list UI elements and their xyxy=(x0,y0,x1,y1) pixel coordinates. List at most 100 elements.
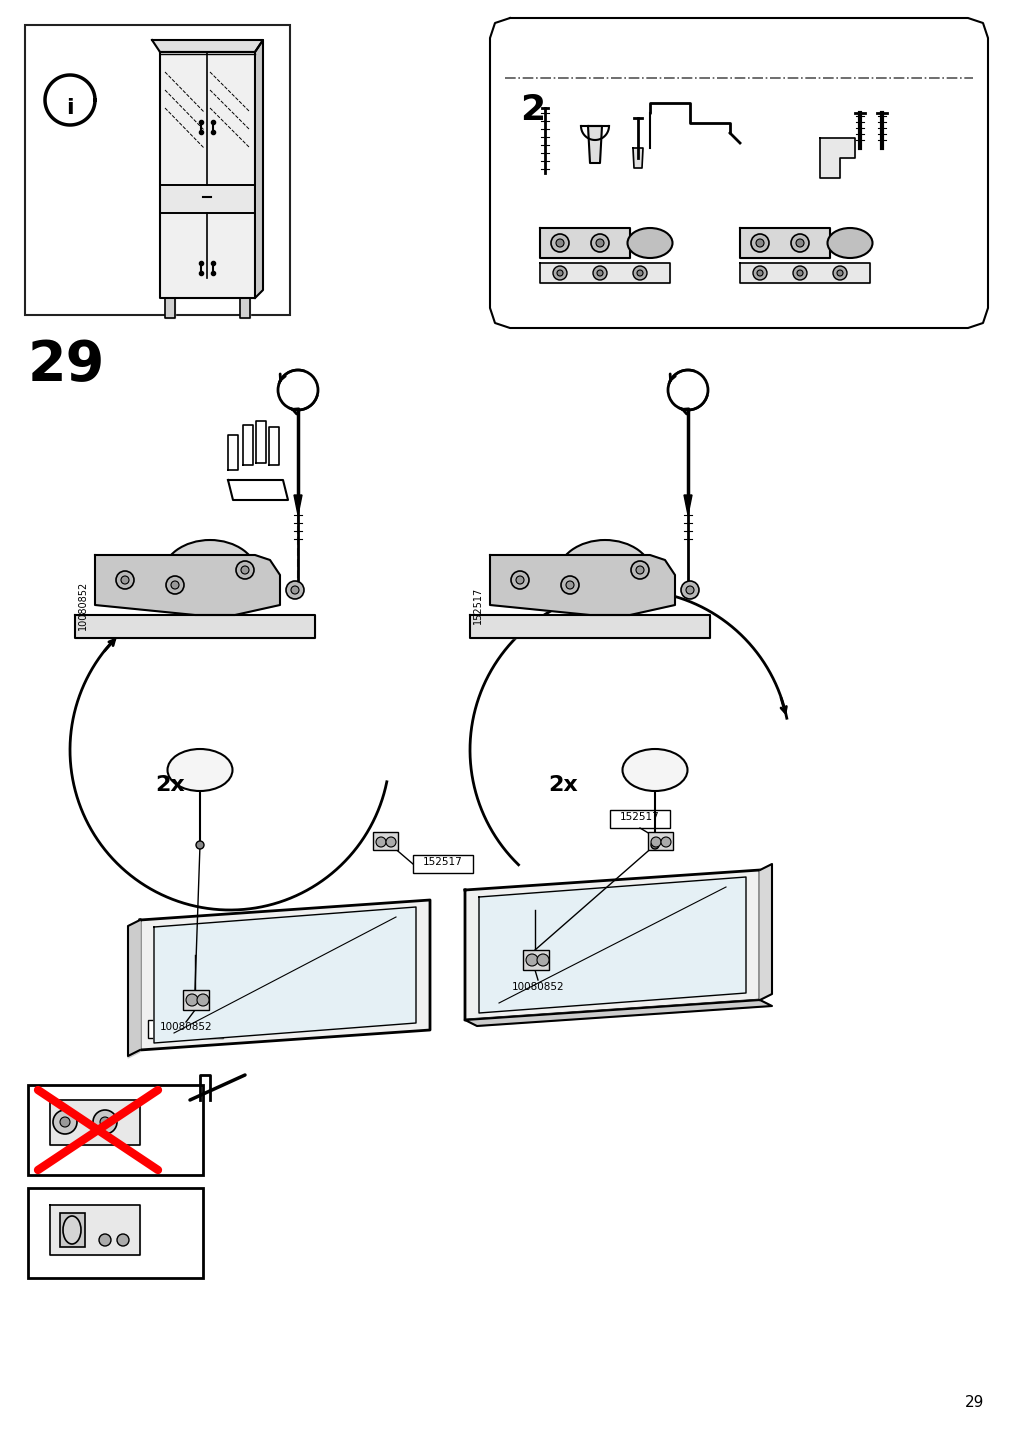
Circle shape xyxy=(197,994,209,1007)
Polygon shape xyxy=(240,298,250,318)
Polygon shape xyxy=(540,263,669,284)
Circle shape xyxy=(99,1234,111,1246)
Polygon shape xyxy=(160,52,255,298)
Polygon shape xyxy=(127,922,140,1058)
Ellipse shape xyxy=(627,228,672,258)
Circle shape xyxy=(60,1117,70,1127)
Circle shape xyxy=(196,841,204,849)
Circle shape xyxy=(836,271,842,276)
Polygon shape xyxy=(256,421,266,463)
Circle shape xyxy=(791,233,808,252)
Circle shape xyxy=(590,233,609,252)
Circle shape xyxy=(53,1110,77,1134)
Bar xyxy=(148,1020,222,1038)
Bar xyxy=(412,855,472,874)
Circle shape xyxy=(793,266,806,281)
Text: i: i xyxy=(66,97,74,117)
Ellipse shape xyxy=(168,749,233,790)
Text: 29: 29 xyxy=(963,1395,983,1411)
Polygon shape xyxy=(227,435,238,470)
Polygon shape xyxy=(75,614,314,639)
Circle shape xyxy=(635,566,643,574)
Circle shape xyxy=(236,561,254,579)
Polygon shape xyxy=(739,228,829,258)
Circle shape xyxy=(680,581,699,599)
Circle shape xyxy=(632,266,646,281)
Circle shape xyxy=(385,836,395,846)
Polygon shape xyxy=(759,863,771,1000)
Polygon shape xyxy=(580,126,609,140)
Circle shape xyxy=(650,836,660,846)
Circle shape xyxy=(667,369,708,410)
Circle shape xyxy=(550,233,568,252)
Bar xyxy=(28,1085,203,1176)
Circle shape xyxy=(511,571,529,589)
Polygon shape xyxy=(294,495,301,516)
Ellipse shape xyxy=(163,540,257,610)
Text: 29: 29 xyxy=(28,338,105,392)
Text: 2x: 2x xyxy=(155,775,185,795)
Ellipse shape xyxy=(63,1216,81,1244)
Bar xyxy=(610,811,669,828)
Circle shape xyxy=(636,271,642,276)
Polygon shape xyxy=(489,19,987,328)
Bar xyxy=(373,832,397,851)
Polygon shape xyxy=(154,906,416,1042)
Polygon shape xyxy=(632,147,642,168)
Circle shape xyxy=(796,239,803,246)
Circle shape xyxy=(93,1110,117,1134)
Circle shape xyxy=(116,571,133,589)
Bar xyxy=(523,949,548,969)
Circle shape xyxy=(171,581,179,589)
Circle shape xyxy=(186,994,198,1007)
Circle shape xyxy=(241,566,249,574)
Polygon shape xyxy=(160,185,255,213)
Text: 2x: 2x xyxy=(548,775,577,795)
Ellipse shape xyxy=(827,228,871,258)
Circle shape xyxy=(752,266,766,281)
Polygon shape xyxy=(127,919,140,1055)
Circle shape xyxy=(756,271,762,276)
Circle shape xyxy=(560,576,578,594)
Circle shape xyxy=(291,586,298,594)
Polygon shape xyxy=(587,126,602,163)
Polygon shape xyxy=(469,614,710,639)
Text: 152517: 152517 xyxy=(620,812,659,822)
Circle shape xyxy=(117,1234,128,1246)
Polygon shape xyxy=(819,137,854,178)
Bar xyxy=(647,832,672,851)
Text: 10080852: 10080852 xyxy=(160,1022,212,1032)
Bar xyxy=(25,24,290,315)
Polygon shape xyxy=(255,40,263,298)
Circle shape xyxy=(555,239,563,246)
Polygon shape xyxy=(227,480,288,500)
Circle shape xyxy=(596,271,603,276)
Circle shape xyxy=(650,841,658,849)
Polygon shape xyxy=(152,40,263,52)
Bar xyxy=(60,1213,85,1247)
Polygon shape xyxy=(243,425,253,465)
Circle shape xyxy=(286,581,303,599)
Circle shape xyxy=(121,576,128,584)
Polygon shape xyxy=(489,556,674,614)
Circle shape xyxy=(376,836,385,846)
Polygon shape xyxy=(540,228,630,258)
Ellipse shape xyxy=(622,749,686,790)
Circle shape xyxy=(556,271,562,276)
Bar xyxy=(499,979,574,998)
Circle shape xyxy=(750,233,768,252)
Polygon shape xyxy=(140,899,430,1050)
Circle shape xyxy=(797,271,802,276)
Polygon shape xyxy=(464,1000,771,1025)
Text: 10080852: 10080852 xyxy=(78,580,88,630)
Polygon shape xyxy=(683,495,692,516)
Circle shape xyxy=(755,239,763,246)
Circle shape xyxy=(565,581,573,589)
Circle shape xyxy=(595,239,604,246)
Circle shape xyxy=(526,954,538,967)
Polygon shape xyxy=(95,556,280,614)
Circle shape xyxy=(685,586,694,594)
Ellipse shape xyxy=(557,540,652,610)
Polygon shape xyxy=(269,427,279,465)
Polygon shape xyxy=(50,1100,140,1146)
